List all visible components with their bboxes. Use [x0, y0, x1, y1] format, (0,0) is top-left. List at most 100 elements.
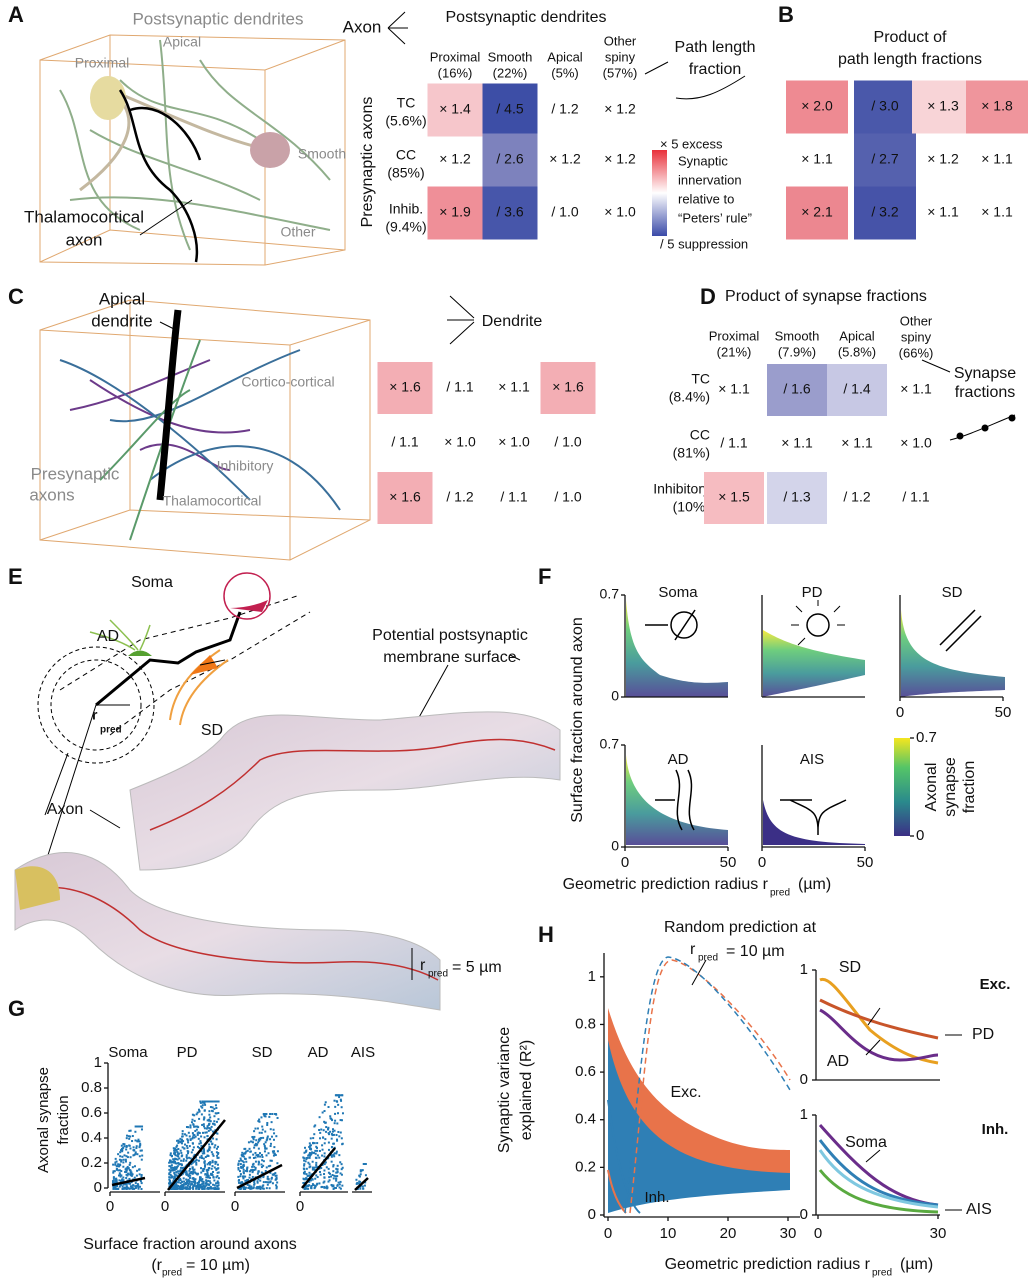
scatter-dot [258, 1118, 261, 1121]
label: Soma [845, 1134, 887, 1151]
scatter-dot [189, 1138, 192, 1141]
scatter-dot [191, 1186, 194, 1189]
scatter-dot [327, 1128, 330, 1131]
scatter-dot [122, 1158, 125, 1161]
label: Proximal [430, 49, 481, 64]
scatter-dot [203, 1186, 206, 1189]
scatter-dot [173, 1171, 176, 1174]
scatter-dot [209, 1128, 212, 1131]
scatter-dot [258, 1120, 261, 1123]
label: Other [900, 313, 933, 328]
label: path length fractions [838, 51, 982, 68]
scatter-dot [246, 1169, 249, 1172]
label: Synaptic [678, 153, 728, 168]
scatter-dot [175, 1171, 178, 1174]
scatter-dot [332, 1184, 335, 1187]
scatter-dot [248, 1147, 251, 1150]
label: axon [66, 230, 103, 249]
label: Postsynaptic dendrites [132, 9, 303, 28]
scatter-dot [245, 1160, 248, 1163]
scatter-dot [305, 1157, 308, 1160]
scatter-dot [130, 1171, 133, 1174]
cell-value: × 1.1 [781, 435, 813, 451]
scatter-dot [213, 1166, 216, 1169]
label: Proximal [75, 55, 129, 71]
scatter-dot [188, 1169, 191, 1172]
scatter-dot [193, 1168, 196, 1171]
scatter-dot [176, 1155, 179, 1158]
scatter-dot [200, 1144, 203, 1147]
scatter-dot [201, 1152, 204, 1155]
cell-value: / 1.2 [446, 489, 473, 505]
scatter-dot [310, 1185, 313, 1188]
scatter-dot [194, 1129, 197, 1132]
scatter-dot [237, 1163, 240, 1166]
scatter-dot [178, 1187, 181, 1190]
scatter-dot [176, 1144, 179, 1147]
scatter-dot [305, 1187, 308, 1190]
scatter-dot [332, 1142, 335, 1145]
scatter-dot [181, 1180, 184, 1183]
scatter-dot [276, 1150, 279, 1153]
colorbar-tick-label: 0 [916, 827, 924, 844]
scatter-dot [194, 1159, 197, 1162]
scatter-dot [138, 1155, 141, 1158]
scatter-dot [203, 1151, 206, 1154]
scatter-dot [249, 1150, 252, 1153]
scatter-dot [314, 1177, 317, 1180]
scatter-dot [269, 1145, 272, 1148]
scatter-dot [188, 1167, 191, 1170]
scatter-dot [133, 1165, 136, 1168]
scatter-dot [211, 1110, 214, 1113]
scatter-dot [256, 1154, 259, 1157]
scatter-dot [112, 1181, 115, 1184]
scatter-dot [330, 1160, 333, 1163]
x-tick-label: 0 [231, 1198, 239, 1215]
scatter-dot [202, 1157, 205, 1160]
scatter-dot [123, 1186, 126, 1189]
scatter-dot [217, 1181, 220, 1184]
scatter-dot [204, 1173, 207, 1176]
cell-value: / 3.0 [871, 98, 898, 114]
scatter-dot [327, 1167, 330, 1170]
scatter-dot [119, 1155, 122, 1158]
scatter-dot [311, 1178, 314, 1181]
scatter-dot [256, 1127, 259, 1130]
scatter-dot [316, 1176, 319, 1179]
scatter-dot [135, 1146, 138, 1149]
cell-value: / 1.2 [551, 101, 578, 117]
scatter-dot [268, 1187, 271, 1190]
y-tick-label: 0 [800, 1071, 808, 1088]
scatter-dot [211, 1153, 214, 1156]
scatter-dot [168, 1161, 171, 1164]
scatter-dot [134, 1130, 137, 1133]
scatter-dot [121, 1148, 124, 1151]
scatter-dot [114, 1179, 117, 1182]
scatter-dot [196, 1125, 199, 1128]
scatter-dot [185, 1159, 188, 1162]
scatter-dot [269, 1128, 272, 1131]
scatter-dot [215, 1176, 218, 1179]
scatter-dot [112, 1163, 115, 1166]
scatter-dot [132, 1184, 135, 1187]
scatter-dot [181, 1187, 184, 1190]
scatter-dot [323, 1110, 326, 1113]
heat-cell [767, 472, 827, 524]
scatter-dot [117, 1163, 120, 1166]
scatter-dot [276, 1116, 279, 1119]
scatter-dot [257, 1178, 260, 1181]
scatter-dot [276, 1181, 279, 1184]
scatter-dot [180, 1164, 183, 1167]
label: (66%) [899, 345, 934, 360]
scatter-dot [182, 1177, 185, 1180]
scatter-dot [181, 1146, 184, 1149]
y-tick-label: 0.6 [81, 1104, 102, 1121]
scatter-dot [267, 1178, 270, 1181]
scatter-dot [188, 1185, 191, 1188]
scatter-dot [266, 1136, 269, 1139]
legend-colorbar [652, 150, 667, 236]
scatter-dot [332, 1185, 335, 1188]
scatter-dot [264, 1130, 267, 1133]
scatter-dot [122, 1176, 125, 1179]
scatter-dot [139, 1149, 142, 1152]
